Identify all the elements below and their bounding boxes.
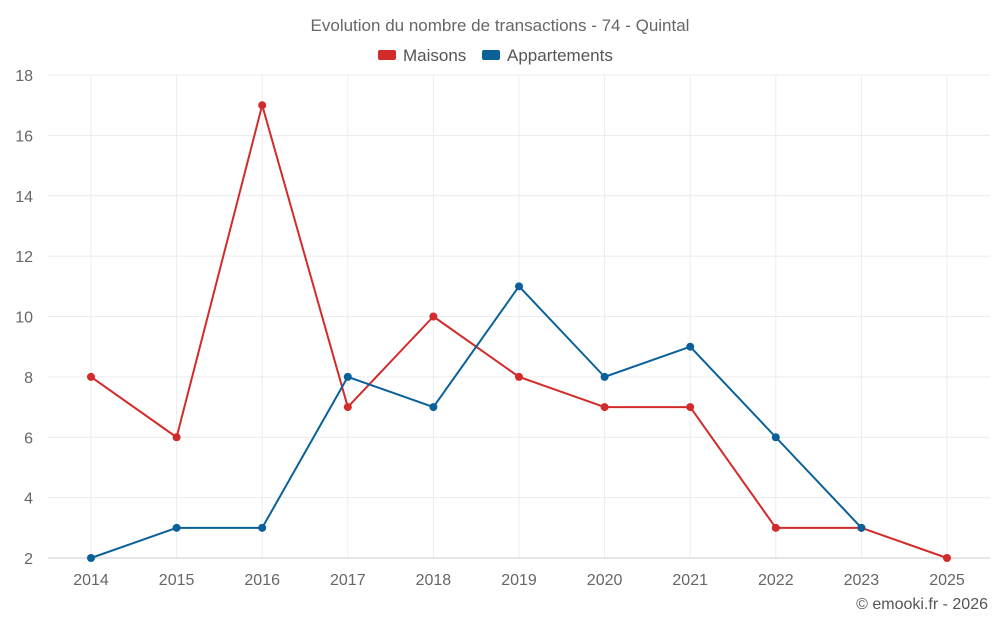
x-tick-label: 2016	[244, 572, 280, 589]
x-tick-label: 2023	[844, 572, 880, 589]
y-tick-label: 6	[24, 430, 33, 447]
data-point-maisons-2020[interactable]	[600, 403, 609, 412]
x-axis-ticks: 2014 2015 2016 2017 2018 2019 2020 2021 2022 2023…	[73, 572, 965, 589]
data-point-maisons-2016[interactable]	[258, 101, 267, 110]
data-point-appartements-2020[interactable]	[600, 372, 609, 381]
legend-item-maisons[interactable]: Maisons	[378, 46, 466, 65]
x-tick-label: 2020	[587, 572, 623, 589]
x-tick-label: 2017	[330, 572, 366, 589]
data-point-maisons-2018[interactable]	[429, 312, 438, 321]
y-tick-label: 2	[24, 551, 33, 568]
data-point-appartements-2016[interactable]	[258, 523, 267, 532]
x-tick-label: 2015	[159, 572, 195, 589]
y-tick-label: 4	[24, 491, 33, 508]
legend-swatch-maisons	[378, 50, 396, 60]
legend: Maisons Appartements	[378, 46, 613, 65]
y-tick-label: 18	[15, 68, 33, 85]
data-point-appartements-2015[interactable]	[172, 523, 181, 532]
x-tick-label: 2021	[672, 572, 708, 589]
legend-swatch-appartements	[482, 50, 500, 60]
data-point-appartements-2019[interactable]	[515, 282, 523, 291]
y-tick-label: 8	[24, 370, 33, 387]
data-point-appartements-2017[interactable]	[343, 372, 352, 381]
data-point-maisons-2015[interactable]	[172, 433, 181, 442]
series-line-appartements	[90, 285, 863, 559]
data-point-appartements-2018[interactable]	[429, 403, 438, 412]
data-point-appartements-2023[interactable]	[857, 523, 866, 532]
data-point-appartements-2021[interactable]	[686, 342, 695, 351]
data-point-appartements-2014[interactable]	[87, 554, 95, 562]
data-point-maisons-2014[interactable]	[87, 372, 95, 381]
data-point-maisons-2025[interactable]	[943, 554, 951, 562]
x-tick-label: 2018	[416, 572, 452, 589]
x-tick-label: 2022	[758, 572, 794, 589]
x-tick-label: 2025	[929, 572, 965, 589]
y-tick-label: 12	[15, 249, 33, 266]
y-tick-label: 14	[15, 189, 33, 206]
y-tick-label: 10	[15, 310, 33, 327]
data-point-maisons-2022[interactable]	[771, 523, 780, 532]
x-tick-label: 2019	[501, 572, 537, 589]
x-tick-label: 2014	[73, 572, 109, 589]
legend-label-maisons: Maisons	[403, 46, 466, 65]
y-axis-ticks: 2 4 6 8 10 12 14 16 18	[15, 68, 33, 568]
grid	[48, 74, 990, 558]
legend-item-appartements[interactable]: Appartements	[482, 46, 613, 65]
legend-label-appartements: Appartements	[507, 46, 613, 65]
data-point-maisons-2017[interactable]	[343, 403, 352, 412]
chart-title: Evolution du nombre de transactions - 74…	[311, 16, 690, 35]
credit-text: © emooki.fr - 2026	[856, 596, 988, 613]
plot-area	[87, 101, 951, 562]
data-point-appartements-2022[interactable]	[771, 433, 780, 442]
y-tick-label: 16	[15, 128, 33, 145]
data-point-maisons-2019[interactable]	[515, 372, 523, 381]
data-point-maisons-2021[interactable]	[686, 403, 695, 412]
